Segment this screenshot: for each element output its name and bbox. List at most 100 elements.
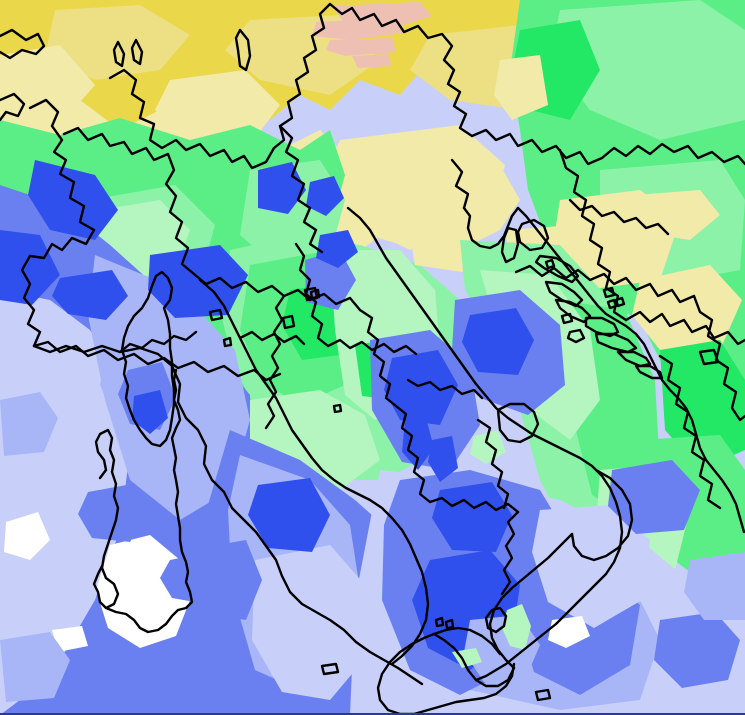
coast-sicily-north <box>432 626 502 656</box>
coast-calabria-toe <box>432 632 516 688</box>
border-region-liguria <box>118 330 198 354</box>
field-patch-cream-ne3 <box>632 265 742 350</box>
border-italy-slovenia-coast <box>450 158 470 210</box>
field-patch-cream-ne1 <box>494 55 548 120</box>
field-patch-green-gargano <box>470 430 506 464</box>
island-small-2 <box>560 312 574 325</box>
border-montenegro-albania <box>658 354 722 510</box>
field-patch-strongblue-c2 <box>432 482 512 552</box>
border-italy-switzerland <box>108 2 332 170</box>
coast-sardinia <box>92 428 120 610</box>
border-croatia-bosnia-1 <box>624 310 745 346</box>
field-patch-green-sicily <box>502 604 531 650</box>
border-region-lazio <box>264 294 286 430</box>
border-region-molise <box>406 378 484 400</box>
border-italy-france-alps <box>20 228 96 348</box>
border-region-tuscany-s <box>238 330 306 346</box>
border-alps-main <box>0 28 46 60</box>
border-region-umbria <box>294 242 330 348</box>
coast-corsica <box>120 270 176 448</box>
field-streak-deepblue-14 <box>0 632 70 702</box>
lake-como <box>130 38 144 66</box>
field-streak-deepblue-4 <box>654 612 740 688</box>
field-patch-white-sardinia <box>96 535 190 648</box>
field-patch-pink-4 <box>352 54 392 68</box>
field-patch-pink-3 <box>326 38 396 56</box>
border-slovenia-n <box>600 142 745 166</box>
coast-italy-east <box>346 206 624 682</box>
island-hvar <box>594 332 638 354</box>
island-dugi <box>544 280 584 308</box>
coast-messina <box>484 606 508 634</box>
coast-gargano <box>496 402 540 444</box>
field-patch-strongblue-w4 <box>0 230 60 305</box>
field-patch-lavender-t1 <box>252 545 368 700</box>
field-streak-deepblue-8 <box>306 176 344 216</box>
island-mljet <box>634 364 664 380</box>
lake-bolsena <box>281 314 296 330</box>
lake-garda <box>234 28 252 72</box>
field-streak-deepblue-2 <box>196 684 276 715</box>
lake-maggiore <box>112 40 126 68</box>
border-region-po-1 <box>32 340 282 382</box>
coast-sardinia-east <box>172 368 182 430</box>
map-frame-bottom <box>0 713 745 715</box>
coast-salento <box>570 468 634 562</box>
field-patch-white-sardinia2 <box>52 626 88 652</box>
coast-albania <box>738 516 745 534</box>
border-bosnia-internal <box>568 198 670 236</box>
field-patch-strongblue-s1 <box>384 350 458 425</box>
island-cres <box>500 226 520 264</box>
border-region-campania <box>394 404 432 504</box>
coast-capri <box>332 403 343 414</box>
coast-sardinia-south <box>104 426 194 634</box>
field-streak-deepblue-10 <box>402 414 434 470</box>
lake-trasimeno <box>303 286 319 302</box>
border-swiss-1 <box>28 98 96 232</box>
field-streak-deepblue-9 <box>316 230 358 268</box>
island-vis <box>566 328 586 344</box>
border-austria-italy <box>328 2 474 138</box>
field-streak-deepblue-1 <box>52 270 128 320</box>
field-streak-deepblue-12 <box>160 552 224 604</box>
coast-giglio <box>222 336 233 348</box>
coast-egadi-2 <box>444 618 455 630</box>
field-patch-strongblue-corsica2 <box>132 390 168 434</box>
field-patch-strongblue-s2 <box>462 308 534 375</box>
border-croatia-bosnia-2 <box>514 264 696 304</box>
coast-egadi-1 <box>434 616 445 628</box>
border-region-veneto <box>278 124 324 254</box>
coast-malta <box>534 688 552 702</box>
field-patch-paleyellow-4 <box>320 125 505 250</box>
coast-dalmatia <box>516 206 742 520</box>
island-small-3 <box>602 286 616 299</box>
field-patch-cream-ne4 <box>635 190 720 240</box>
coast-pantelleria <box>320 662 340 676</box>
field-streak-deepblue-13 <box>0 392 58 456</box>
island-small-5 <box>614 296 626 308</box>
field-streak-deepblue-5 <box>684 552 745 620</box>
border-bosnia-montenegro <box>692 294 745 422</box>
border-region-marche <box>326 338 418 356</box>
lake-scutari <box>698 348 720 366</box>
field-patch-strongblue-w2 <box>148 245 248 318</box>
border-france-italy-n <box>0 92 26 122</box>
island-krk <box>516 218 550 252</box>
field-patch-white-c1 <box>548 616 590 648</box>
field-patch-lightgreen-ne1 <box>550 0 745 140</box>
border-region-abruzzo <box>358 308 398 408</box>
field-patch-white-sardinia3 <box>4 512 50 560</box>
island-small-1 <box>544 258 556 270</box>
coast-istria <box>462 206 520 250</box>
field-streak-deepblue-7 <box>258 162 306 214</box>
island-korcula <box>616 350 652 368</box>
border-region-emilia <box>192 272 362 312</box>
island-pag <box>534 254 580 284</box>
coast-elba <box>208 308 224 322</box>
field-streak-deepblue-11 <box>428 436 458 482</box>
island-small-4 <box>606 298 618 310</box>
border-region-calabria <box>500 510 520 596</box>
